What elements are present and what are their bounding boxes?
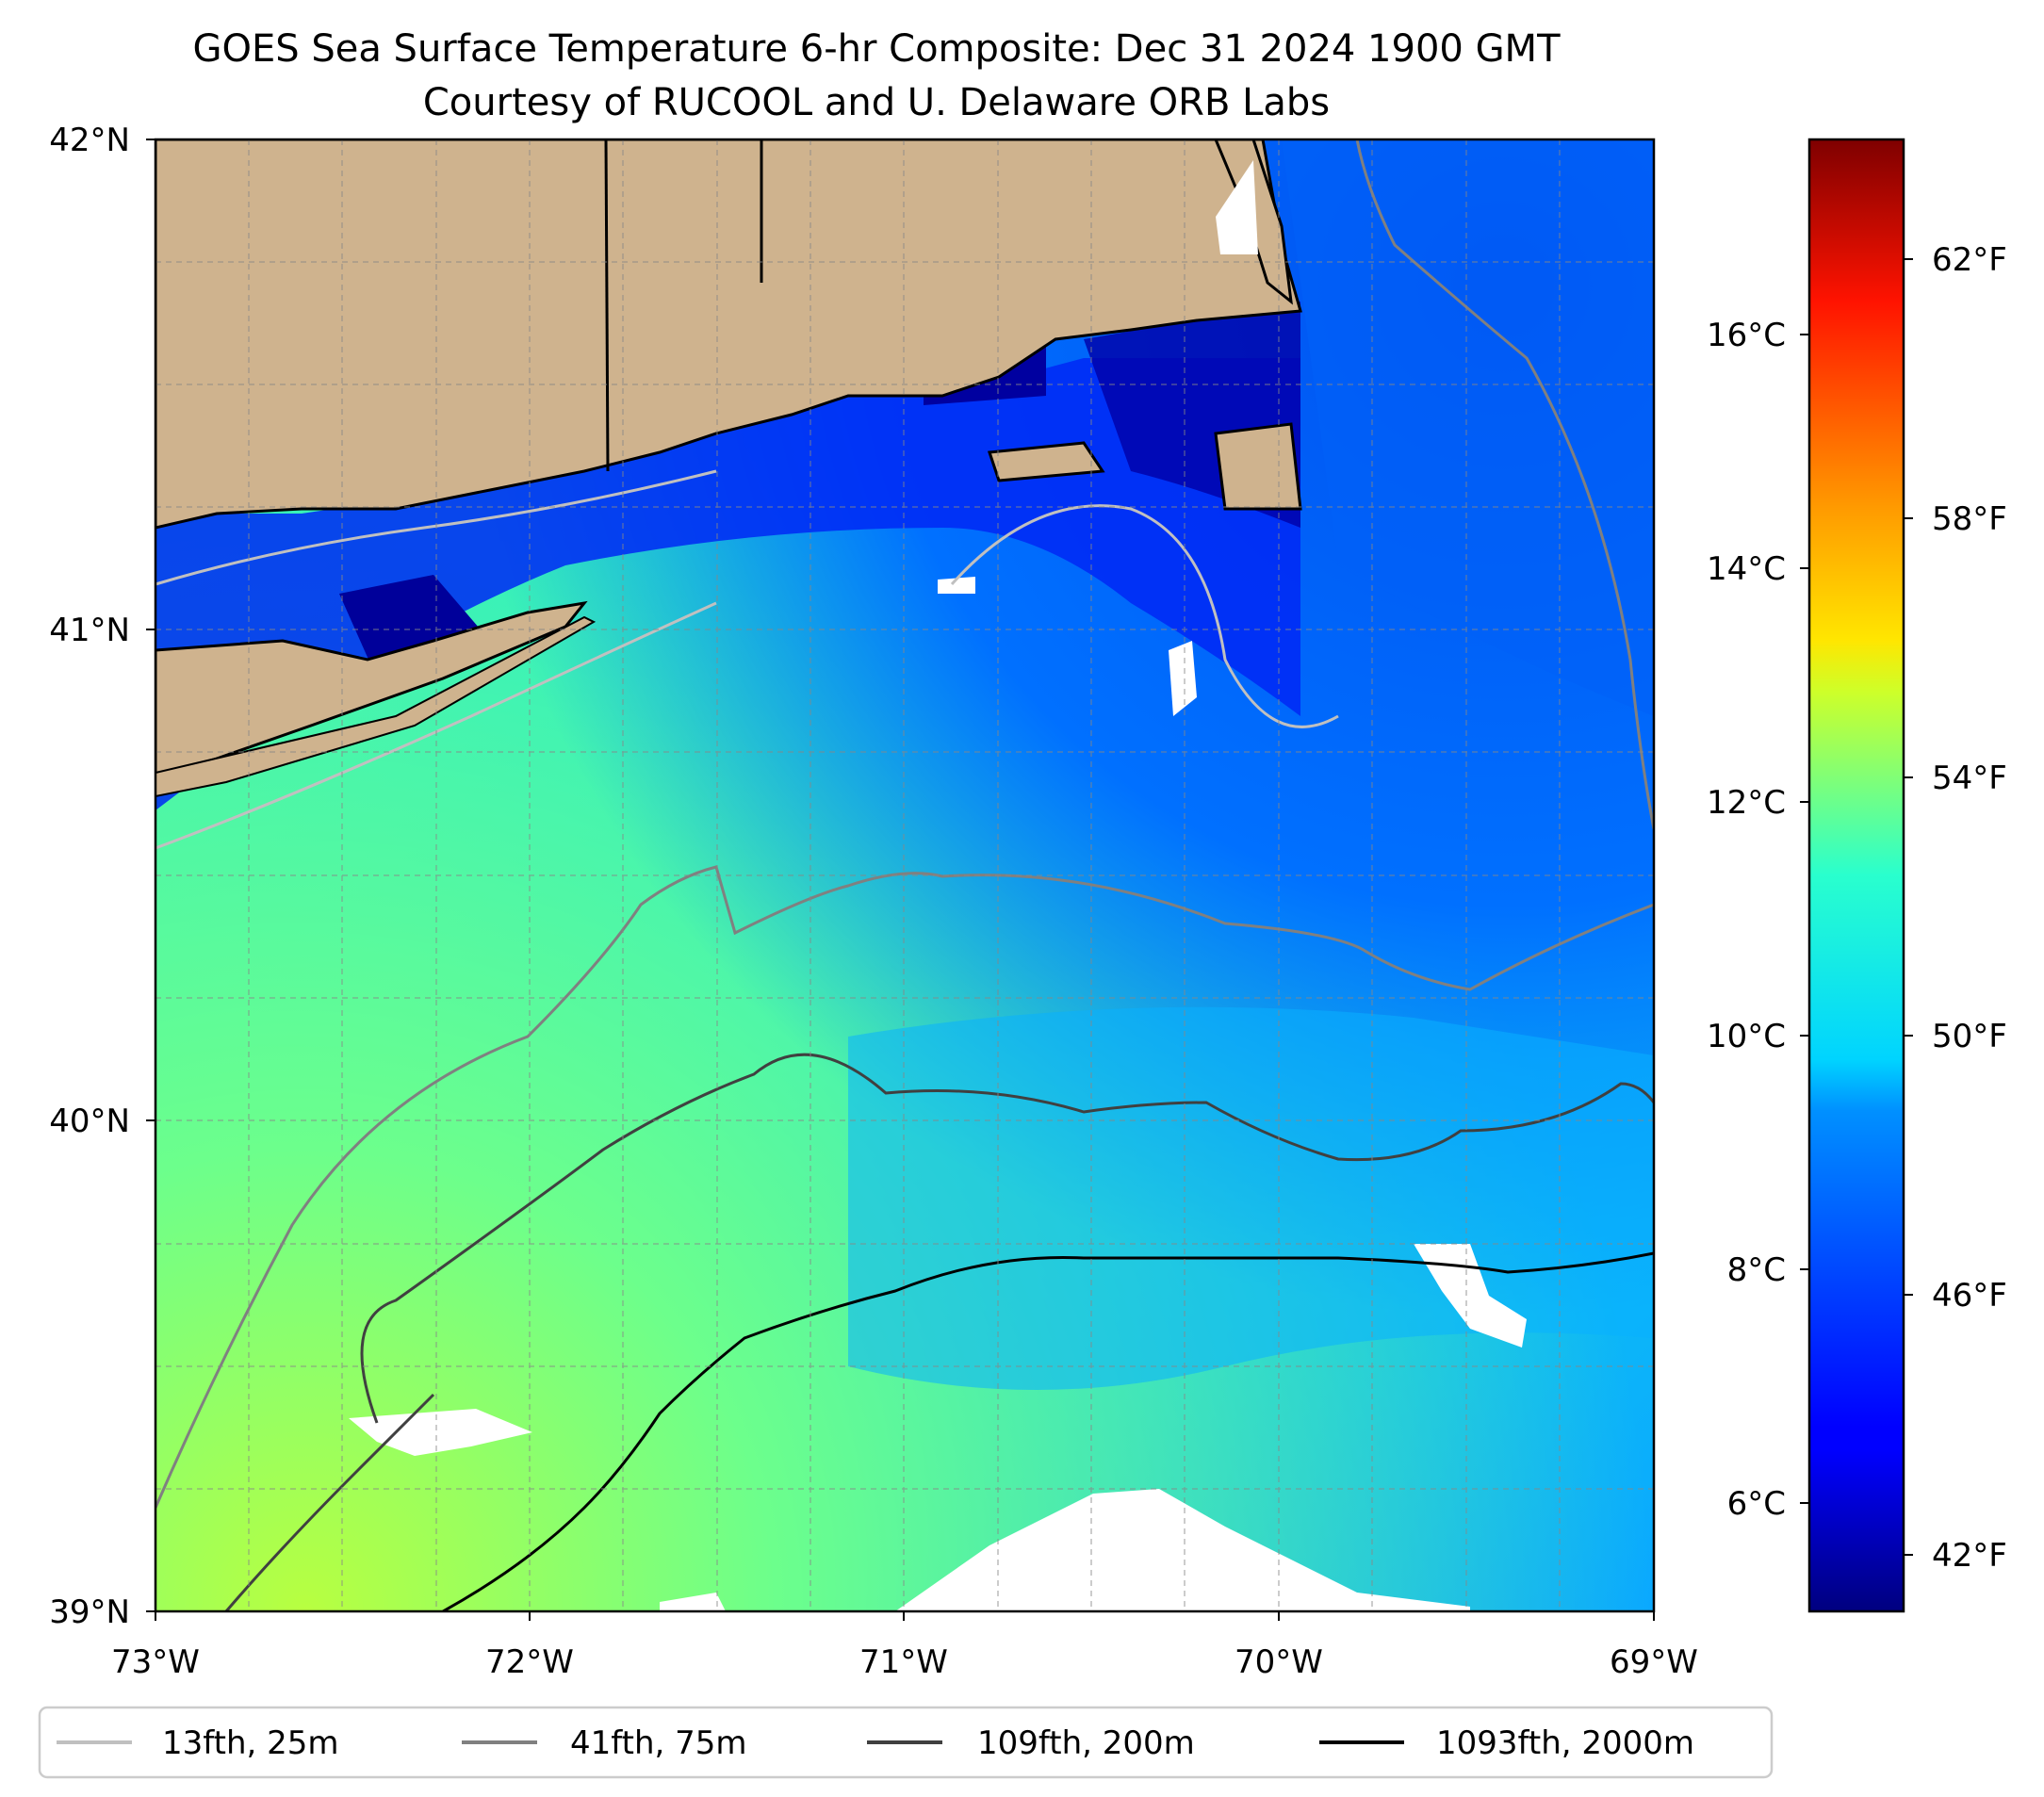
cloud-patch xyxy=(1414,1244,1527,1348)
fahrenheit-tick: 54°F xyxy=(1932,760,2007,797)
land-marthas-vineyard xyxy=(987,441,1105,482)
fahrenheit-tick: 58°F xyxy=(1932,500,2007,538)
land-long-island-south-fork xyxy=(155,615,597,798)
map-ticks xyxy=(146,139,1655,1621)
legend-label-25m: 13fth, 25m xyxy=(162,1724,339,1762)
isobath-2000m xyxy=(442,1251,1654,1611)
cool-band xyxy=(848,1006,1654,1390)
fahrenheit-tick: 50°F xyxy=(1932,1018,2007,1055)
lat-tick-41n: 41°N xyxy=(49,612,130,649)
colorbar xyxy=(1807,138,1905,1613)
celsius-tick: 6°C xyxy=(1727,1485,1786,1523)
title-line-1: GOES Sea Surface Temperature 6-hr Compos… xyxy=(192,27,1561,71)
isobath-25m xyxy=(155,469,1339,850)
gridlines xyxy=(155,139,1654,1611)
cloud-patch xyxy=(895,1489,1470,1611)
celsius-tick: 14°C xyxy=(1707,550,1786,588)
legend-label-75m: 41fth, 75m xyxy=(570,1724,747,1762)
celsius-tick: 12°C xyxy=(1707,784,1786,822)
fahrenheit-tick: 42°F xyxy=(1932,1537,2007,1575)
cloud-patch xyxy=(938,577,975,594)
isobath-200m xyxy=(224,1053,1654,1611)
cloud-patch xyxy=(1169,641,1197,716)
fahrenheit-tick: 46°F xyxy=(1932,1277,2007,1315)
state-border-ct-ri xyxy=(604,139,610,472)
cold-offshore xyxy=(1282,139,1654,716)
cloud-patch xyxy=(349,1409,532,1456)
title-line-2: Courtesy of RUCOOL and U. Delaware ORB L… xyxy=(423,81,1330,124)
lat-tick-42n: 42°N xyxy=(49,122,130,159)
land-new-england xyxy=(155,139,1302,530)
fahrenheit-tick: 62°F xyxy=(1932,241,2007,279)
lon-tick-70w: 70°W xyxy=(1235,1643,1323,1681)
legend-label-200m: 109fth, 200m xyxy=(977,1724,1195,1762)
map-panel xyxy=(155,139,1654,1611)
celsius-tick: 8°C xyxy=(1727,1251,1786,1289)
lon-tick-71w: 71°W xyxy=(859,1643,948,1681)
legend-label-2000m: 1093fth, 2000m xyxy=(1436,1724,1694,1762)
cloud-patch xyxy=(660,1593,726,1611)
lon-tick-73w: 73°W xyxy=(111,1643,200,1681)
isobath-75m xyxy=(155,139,1654,1509)
celsius-tick: 10°C xyxy=(1707,1018,1786,1055)
lat-tick-40n: 40°N xyxy=(49,1103,130,1140)
lon-tick-72w: 72°W xyxy=(485,1643,574,1681)
land-nantucket xyxy=(1214,422,1302,511)
lat-tick-39n: 39°N xyxy=(49,1593,130,1631)
cloud-patch xyxy=(1216,160,1258,254)
lon-tick-69w: 69°W xyxy=(1610,1643,1698,1681)
celsius-tick: 16°C xyxy=(1707,317,1786,354)
colorbar-ticks xyxy=(1800,258,1913,1556)
